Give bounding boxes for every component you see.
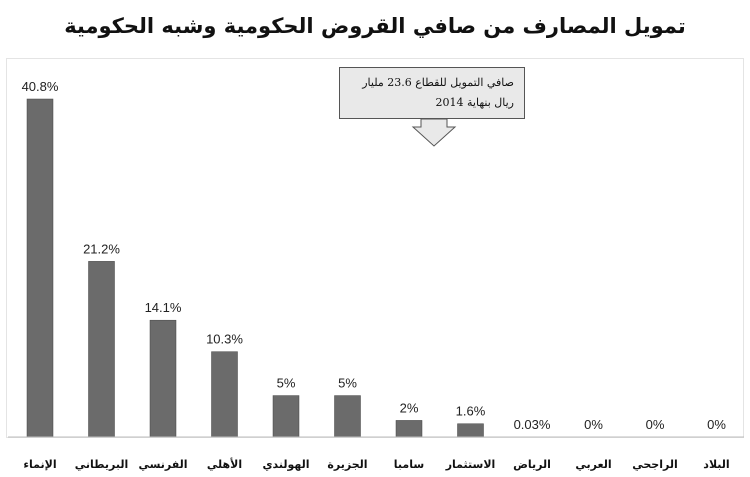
data-label: 14.1% xyxy=(145,300,182,315)
category-label: الرياض xyxy=(513,458,551,471)
data-label: 5% xyxy=(338,376,357,391)
bar xyxy=(149,319,177,438)
bar xyxy=(457,423,484,438)
category-label: سامبا xyxy=(394,458,424,471)
data-label: 0.03% xyxy=(514,417,551,432)
data-label: 0% xyxy=(584,417,603,432)
category-label: الفرنسي xyxy=(138,458,187,471)
callout-line-2: ريال بنهاية 2014 xyxy=(435,96,514,109)
data-label: 5% xyxy=(277,376,296,391)
chart-title: تمويل المصارف من صافي القروض الحكومية وش… xyxy=(64,14,686,38)
bar xyxy=(211,351,238,438)
data-label: 21.2% xyxy=(83,241,120,256)
bar xyxy=(334,395,361,438)
category-label: الأهلي xyxy=(207,457,242,471)
labels-layer: 40.8% الإنماء 21.2% البريطاني 14.1% الفرنسي 10… xyxy=(22,79,730,471)
bar xyxy=(395,420,423,438)
data-label: 0% xyxy=(646,417,665,432)
category-label: العربي xyxy=(575,458,611,471)
data-label: 10.3% xyxy=(206,332,243,347)
data-label: 0% xyxy=(707,417,726,432)
bar xyxy=(88,261,115,438)
bar xyxy=(272,395,300,438)
data-label: 40.8% xyxy=(22,79,59,94)
data-label: 2% xyxy=(400,400,419,415)
callout-annotation: صافي التمويل للقطاع 23.6 مليار ريال بنها… xyxy=(339,67,525,119)
bar xyxy=(26,98,54,438)
category-label: البريطاني xyxy=(75,458,128,471)
category-label: الإنماء xyxy=(23,458,56,471)
category-label: البلاد xyxy=(703,458,729,471)
category-label: الراجحي xyxy=(632,458,678,471)
callout-arrow xyxy=(411,118,457,147)
category-label: الهولندي xyxy=(262,458,309,471)
category-label: الاستثمار xyxy=(445,458,496,471)
category-label: الجزيرة xyxy=(327,458,367,471)
callout-line-1: صافي التمويل للقطاع 23.6 مليار xyxy=(362,76,514,89)
data-label: 1.6% xyxy=(456,404,486,419)
bars-layer xyxy=(26,98,546,438)
